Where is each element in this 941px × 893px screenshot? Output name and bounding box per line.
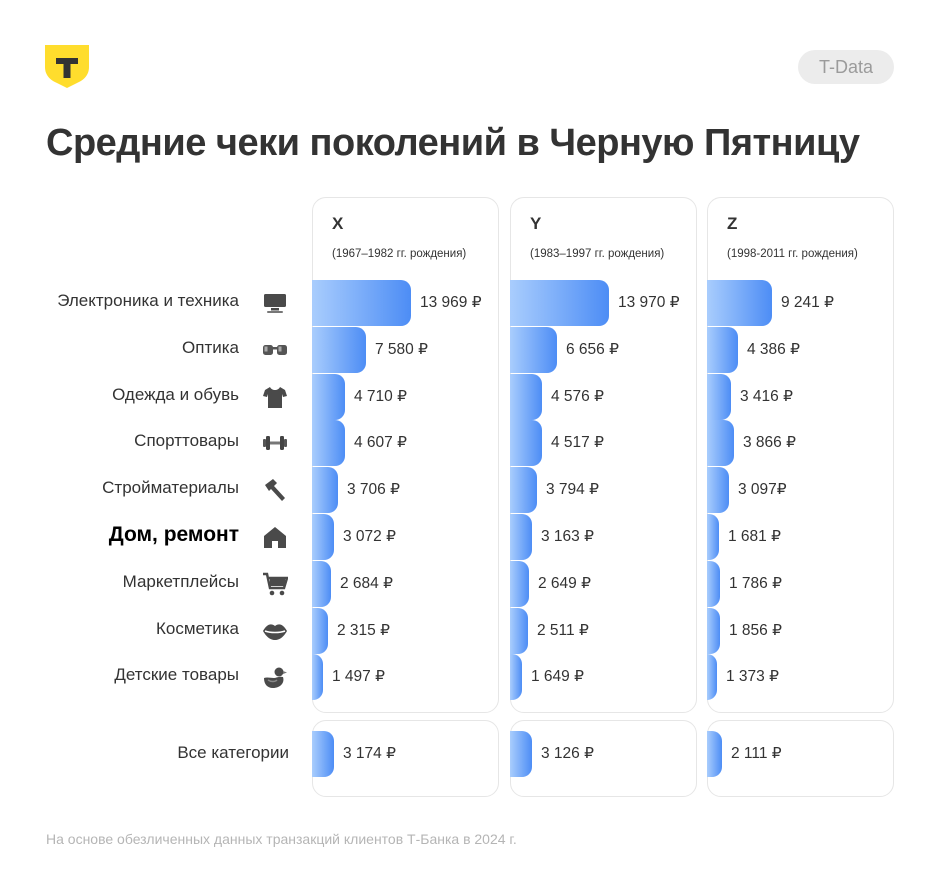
total-bar-x xyxy=(312,731,334,777)
value-label: 13 969 ₽ xyxy=(420,294,482,311)
bar-x xyxy=(312,654,323,701)
lips-icon xyxy=(263,623,287,640)
bar-x xyxy=(312,326,366,373)
value-label: 7 580 ₽ xyxy=(375,340,428,358)
bar-y xyxy=(510,654,522,701)
bar-x xyxy=(312,280,411,326)
bar-x xyxy=(312,560,331,607)
bar-y xyxy=(510,467,537,514)
bar-z xyxy=(707,280,772,326)
bar-z xyxy=(707,607,720,654)
column-header-y: Y (1983–1997 гг. рождения) xyxy=(530,214,664,260)
total-panel-x xyxy=(312,720,499,797)
value-label: 4 576 ₽ xyxy=(551,387,604,405)
value-label: 2 315 ₽ xyxy=(337,621,390,639)
column-header-z: Z (1998-2011 гг. рождения) xyxy=(727,214,858,260)
value-label: 6 656 ₽ xyxy=(566,340,619,358)
total-value-label: 3 126 ₽ xyxy=(541,745,594,762)
value-label: 1 786 ₽ xyxy=(729,574,782,592)
value-label: 2 684 ₽ xyxy=(340,574,393,592)
bar-x xyxy=(312,373,345,420)
duck-icon xyxy=(264,667,287,689)
column-name: Y xyxy=(530,214,542,233)
category-label: Оптика xyxy=(182,337,239,357)
value-label: 1 681 ₽ xyxy=(728,528,781,545)
cart-icon xyxy=(263,572,288,596)
category-label: Электроника и техника xyxy=(57,291,239,310)
value-label: 3 072 ₽ xyxy=(343,528,396,545)
category-label: Косметика xyxy=(156,618,239,638)
column-header-x: X (1967–1982 гг. рождения) xyxy=(332,214,466,260)
bar-y xyxy=(510,420,542,467)
column-name: X xyxy=(332,214,344,233)
bar-z xyxy=(707,560,720,607)
bar-z xyxy=(707,467,729,514)
bar-z xyxy=(707,654,717,701)
bar-y xyxy=(510,560,529,607)
chart-title: Средние чеки поколений в Черную Пятницу xyxy=(46,122,860,164)
value-label: 1 649 ₽ xyxy=(531,668,584,686)
bar-x xyxy=(312,514,334,560)
total-bar-z xyxy=(707,731,722,777)
value-label: 13 970 ₽ xyxy=(618,294,680,311)
bar-z xyxy=(707,514,719,560)
value-label: 4 386 ₽ xyxy=(747,340,800,358)
bar-y xyxy=(510,373,542,420)
column-subtitle: (1967–1982 гг. рождения) xyxy=(332,248,467,260)
category-label: Стройматериалы xyxy=(102,478,239,498)
value-label: 1 373 ₽ xyxy=(726,668,779,686)
tv-icon xyxy=(264,294,286,313)
category-label: Дом, ремонт xyxy=(108,523,239,546)
bar-y xyxy=(510,326,557,373)
category-label: Одежда и обувь xyxy=(112,384,239,404)
category-label: Детские товары xyxy=(114,665,239,685)
tshirt-icon xyxy=(263,386,287,408)
value-label: 4 607 ₽ xyxy=(354,434,407,452)
total-category-label: Все категории xyxy=(177,743,289,762)
value-label: 3 866 ₽ xyxy=(743,434,796,452)
bar-x xyxy=(312,467,338,514)
value-label: 3 416 ₽ xyxy=(740,387,793,405)
bar-y xyxy=(510,607,528,654)
value-label: 9 241 ₽ xyxy=(781,294,834,311)
value-label: 2 511 ₽ xyxy=(537,621,589,639)
value-label: 3 097₽ xyxy=(738,481,787,499)
value-label: 2 649 ₽ xyxy=(538,574,591,592)
value-label: 3 163 ₽ xyxy=(541,528,594,545)
bar-x xyxy=(312,420,345,467)
bar-z xyxy=(707,420,734,467)
value-label: 3 794 ₽ xyxy=(546,481,599,499)
value-label: 4 517 ₽ xyxy=(551,434,604,452)
value-label: 4 710 ₽ xyxy=(354,387,407,405)
value-label: 1 856 ₽ xyxy=(729,621,782,639)
column-name: Z xyxy=(727,214,738,233)
column-subtitle: (1983–1997 гг. рождения) xyxy=(530,248,665,260)
category-label: Спорттовары xyxy=(134,431,239,451)
footer-note: На основе обезличенных данных транзакций… xyxy=(46,831,517,847)
bar-z xyxy=(707,373,731,420)
total-panel-y xyxy=(510,720,697,797)
category-label: Маркетплейсы xyxy=(122,571,239,591)
column-subtitle: (1998-2011 гг. рождения) xyxy=(727,248,858,260)
value-label: 1 497 ₽ xyxy=(332,668,385,686)
t-bank-logo xyxy=(45,45,89,88)
house-icon xyxy=(264,527,286,548)
glasses-icon xyxy=(263,344,287,355)
total-value-label: 3 174 ₽ xyxy=(343,745,396,762)
total-value-label: 2 111 ₽ xyxy=(731,745,782,762)
dumbbell-icon xyxy=(263,436,287,451)
value-label: 3 706 ₽ xyxy=(347,481,400,499)
bar-z xyxy=(707,326,738,373)
bar-x xyxy=(312,607,328,654)
total-bar-y xyxy=(510,731,532,777)
hammer-icon xyxy=(265,479,285,502)
bar-y xyxy=(510,514,532,560)
t-data-badge: T-Data xyxy=(798,50,894,84)
bar-y xyxy=(510,280,609,326)
